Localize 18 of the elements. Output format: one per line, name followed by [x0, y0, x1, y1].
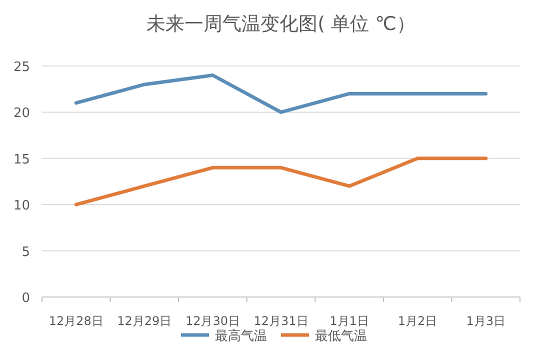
x-tick-label: 12月29日 [117, 314, 172, 328]
y-tick-label: 20 [13, 106, 30, 122]
chart-title: 未来一周气温变化图( 单位 ℃） [146, 13, 416, 35]
y-tick-label: 10 [13, 198, 30, 214]
legend-label: 最低气温 [315, 329, 367, 344]
y-tick-label: 0 [22, 291, 30, 306]
x-tick-label: 12月30日 [185, 314, 240, 328]
x-tick-label: 12月28日 [48, 314, 104, 328]
legend-label: 最高气温 [215, 328, 267, 344]
y-tick-label: 25 [13, 60, 30, 75]
y-tick-label: 5 [22, 244, 30, 260]
line-series [74, 73, 488, 114]
x-tick-label: 12月31日 [254, 314, 308, 328]
x-tick-label: 1月3日 [466, 314, 506, 328]
line-series [74, 156, 488, 206]
x-tick-label: 1月2日 [398, 314, 438, 328]
x-tick-label: 1月1日 [330, 314, 369, 328]
y-tick-label: 15 [13, 152, 30, 168]
